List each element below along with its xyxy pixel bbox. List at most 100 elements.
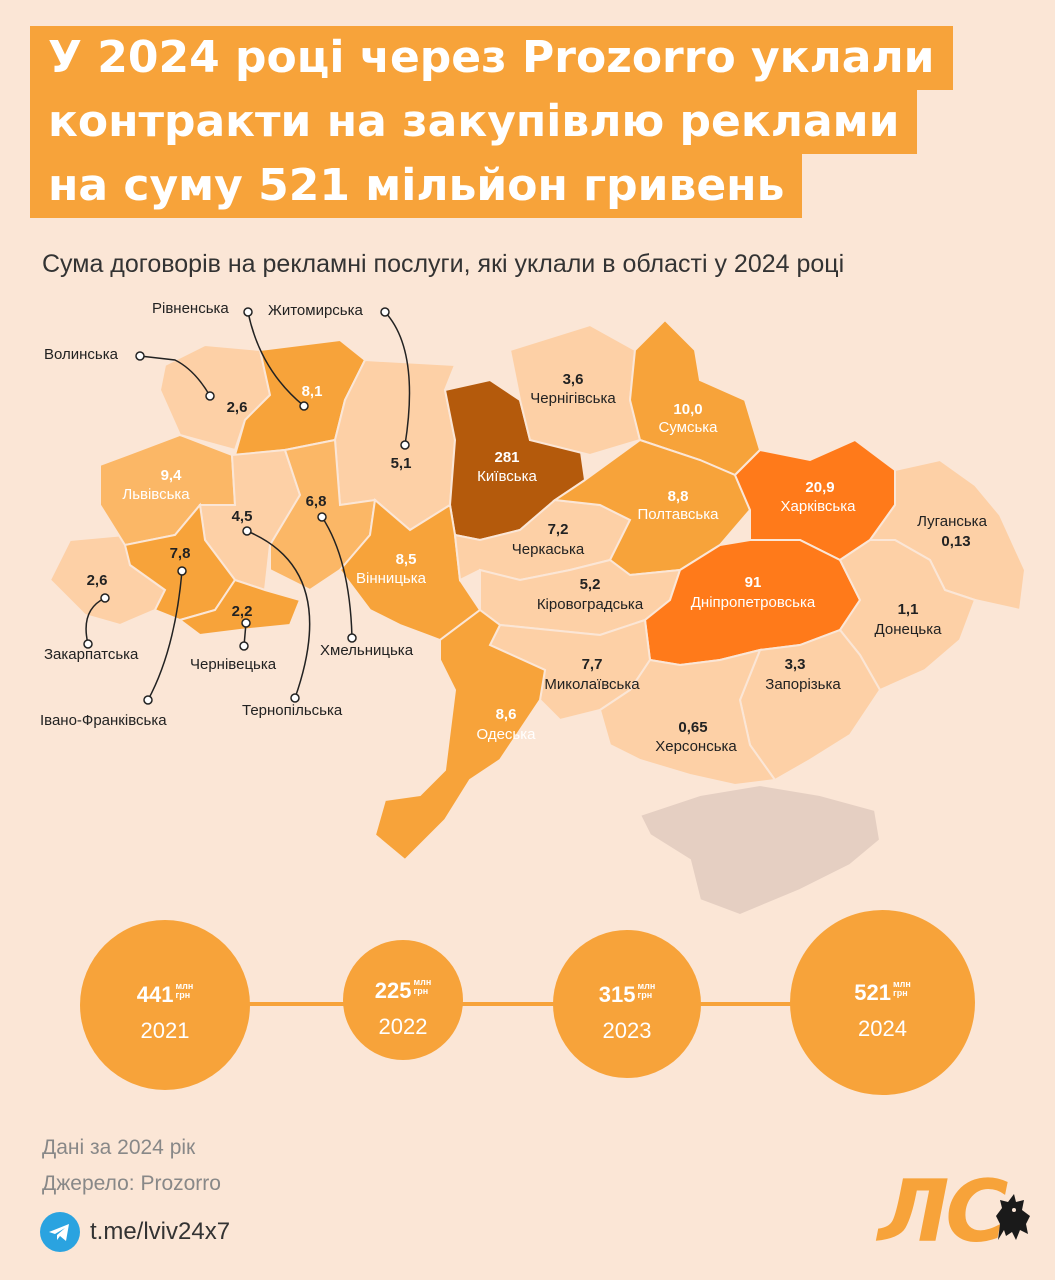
headline: У 2024 році через Prozorro уклали контра…	[30, 26, 953, 218]
region-zaporizka	[738, 628, 882, 782]
leader-dot-zhytomyrska	[380, 307, 390, 317]
value-zhytomyrska: 5,1	[391, 455, 412, 472]
value-chernivetska: 2,2	[232, 603, 253, 620]
leader-volynska	[139, 355, 211, 397]
value-kharkivska: 20,9	[805, 479, 834, 496]
name-khersonska: Херсонська	[655, 738, 737, 755]
value-kyivska: 281	[494, 449, 519, 466]
timeline-value-2022: 225 млн грн	[374, 977, 432, 1004]
value-dnipropetrovska: 91	[745, 574, 762, 591]
timeline-value-2024: 521 млн грн	[854, 979, 911, 1006]
name-sumska: Сумська	[658, 419, 718, 436]
leader-dot-zhytomyrska-end	[400, 440, 410, 450]
leader-dot-ivano-frankivska-end	[143, 695, 153, 705]
timeline-year-2024: 2024	[858, 1016, 907, 1041]
value-poltavska: 8,8	[668, 488, 689, 505]
value-zakarpatska: 2,6	[87, 572, 108, 589]
region-crimea	[638, 783, 882, 917]
name-cherkaska: Черкаська	[512, 541, 585, 558]
timeline-year-2023: 2023	[602, 1018, 652, 1043]
value-cherkaska: 7,2	[548, 521, 569, 538]
name-rivnenska: Рівненська	[152, 300, 229, 317]
name-poltavska: Полтавська	[638, 506, 720, 523]
name-volynska: Волинська	[44, 346, 118, 363]
name-kharkivska: Харківська	[781, 498, 857, 515]
region-odeska	[373, 608, 547, 862]
leader-ternopilska	[246, 530, 311, 699]
leader-rivnenska	[247, 311, 305, 407]
name-chernivetska: Чернівецька	[190, 656, 277, 673]
value-ivano-frankivska: 7,8	[170, 545, 191, 562]
name-mykolaivska: Миколаївська	[544, 676, 640, 693]
region-khersonska	[598, 648, 777, 787]
region-labels: 2,6 8,1 5,1 281 Київська 3,6 Чернігівськ…	[87, 371, 988, 755]
timeline-value-2021: 441 млн грн	[136, 981, 194, 1008]
headline-line-1: У 2024 році через Prozorro уклали	[30, 26, 953, 90]
source-note: Джерело: Prozorro	[42, 1172, 221, 1195]
leader-dot-zakarpatska	[100, 593, 110, 603]
timeline-circle-2021: 441 млн грн 2021	[80, 920, 250, 1090]
value-chernihivska: 3,6	[563, 371, 584, 388]
name-donetska: Донецька	[875, 621, 943, 638]
data-note: Дані за 2024 рік	[42, 1136, 196, 1159]
name-dnipropetrovska: Дніпропетровська	[691, 594, 816, 611]
lion-icon	[996, 1194, 1030, 1240]
telegram-link[interactable]: t.me/lviv24x7	[40, 1212, 230, 1252]
leader-ivano-frankivska	[147, 570, 183, 701]
name-kirovohradska: Кіровоградська	[537, 596, 644, 613]
value-volynska: 2,6	[227, 399, 248, 416]
region-chernivetska	[177, 578, 302, 637]
telegram-icon	[40, 1212, 80, 1252]
lc-logo: ЛС	[878, 1162, 1009, 1262]
timeline-circle-2022: 225 млн грн 2022	[343, 940, 463, 1060]
footer: Дані за 2024 рік Джерело: Prozorro	[42, 1136, 221, 1208]
leader-lines	[83, 307, 411, 705]
telegram-link-text[interactable]: t.me/lviv24x7	[90, 1218, 231, 1245]
name-kyivska: Київська	[477, 468, 537, 485]
name-zaporizka: Запорізька	[765, 676, 841, 693]
leader-khmelnytska	[321, 516, 353, 639]
headline-line-3: на суму 521 мільйон гривень	[30, 154, 803, 218]
leader-dot-ternopilska-end	[290, 693, 300, 703]
value-zaporizka: 3,3	[785, 656, 806, 673]
leader-dot-volynska	[135, 351, 145, 361]
leader-dot-ivano-frankivska	[177, 566, 187, 576]
value-kirovohradska: 5,2	[580, 576, 601, 593]
name-chernihivska: Чернігівська	[530, 390, 616, 407]
name-ivano-frankivska: Івано-Франківська	[40, 712, 167, 729]
headline-line-2: контракти на закупівлю реклами	[30, 90, 918, 154]
name-vinnytska: Вінницька	[356, 570, 427, 587]
leader-dot-rivnenska	[243, 307, 253, 317]
value-ternopilska: 4,5	[232, 508, 253, 525]
value-mykolaivska: 7,7	[582, 656, 603, 673]
value-luhanska: 0,13	[941, 533, 970, 550]
leader-dot-chernivetska-end	[239, 641, 249, 651]
name-odeska: Одеська	[477, 726, 537, 743]
timeline-line	[160, 1002, 935, 1006]
value-khmelnytska: 6,8	[306, 493, 327, 510]
name-luhanska: Луганська	[917, 513, 987, 530]
name-lvivska: Львівська	[122, 486, 190, 503]
timeline-year-2022: 2022	[378, 1014, 428, 1039]
map-subtitle: Сума договорів на рекламні послуги, які …	[42, 250, 845, 278]
value-rivnenska: 8,1	[302, 383, 323, 400]
leader-dot-ternopilska	[242, 526, 252, 536]
timeline-circle-2024: 521 млн грн 2024	[790, 910, 975, 1095]
leader-dot-zakarpatska-end	[83, 639, 93, 649]
leader-dot-volynska-end	[205, 391, 215, 401]
value-khersonska: 0,65	[678, 719, 707, 736]
leader-dot-khmelnytska-end	[347, 633, 357, 643]
value-odeska: 8,6	[496, 706, 517, 723]
yearly-timeline: 441 млн грн 2021 225 млн грн 2022 315 млн грн …	[0, 910, 1055, 1110]
name-zakarpatska: Закарпатська	[44, 646, 139, 663]
value-vinnytska: 8,5	[396, 551, 417, 568]
value-lvivska: 9,4	[161, 467, 183, 484]
timeline-year-2021: 2021	[140, 1018, 190, 1043]
leader-dot-chernivetska	[241, 618, 251, 628]
timeline-value-2023: 315 млн грн	[598, 981, 656, 1008]
ukraine-map: 2,6 8,1 5,1 281 Київська 3,6 Чернігівськ…	[48, 307, 1027, 917]
name-zhytomyrska: Житомирська	[268, 302, 363, 319]
leader-zhytomyrska	[384, 311, 411, 446]
name-khmelnytska: Хмельницька	[320, 642, 414, 659]
leader-dot-khmelnytska	[317, 512, 327, 522]
